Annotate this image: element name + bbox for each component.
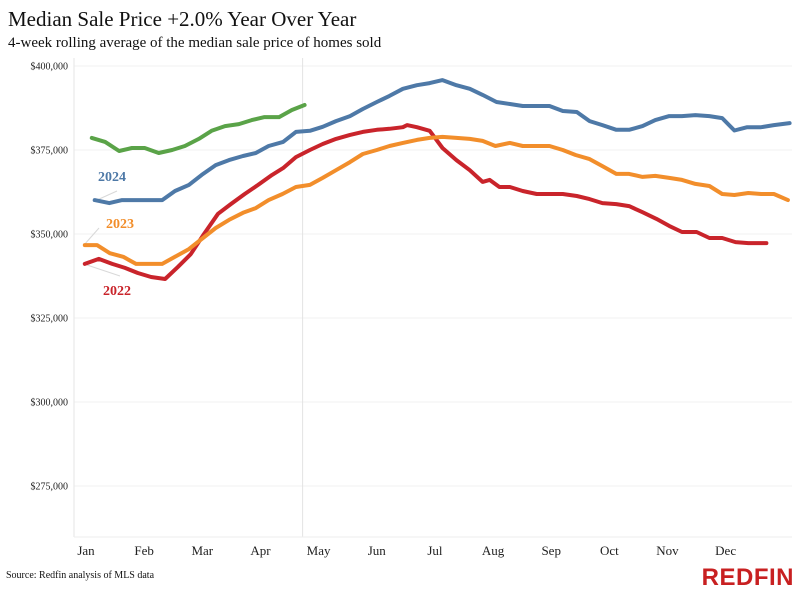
x-tick-label: Jun xyxy=(368,543,387,558)
x-tick-label: Jan xyxy=(77,543,95,558)
series-line-2023 xyxy=(82,134,790,266)
y-tick-label: $400,000 xyxy=(31,62,69,73)
series-label-2023: 2023 xyxy=(106,217,134,232)
x-tick-label: Apr xyxy=(250,543,271,558)
gridlines xyxy=(74,58,792,537)
x-tick-label: Sep xyxy=(541,543,561,558)
series-line-2024 xyxy=(92,78,792,206)
y-tick-label: $275,000 xyxy=(31,482,69,493)
y-tick-label: $300,000 xyxy=(31,398,69,409)
redfin-logo: REDFIN xyxy=(701,564,794,591)
x-tick-label: Nov xyxy=(656,543,679,558)
label-connector-2022 xyxy=(86,264,121,277)
series-label-2024: 2024 xyxy=(98,170,126,185)
label-connector-2023 xyxy=(83,227,100,246)
y-tick-label: $350,000 xyxy=(31,230,69,241)
label-connector-2024 xyxy=(96,190,118,201)
series-label-2022: 2022 xyxy=(103,284,131,299)
series-line-2025 xyxy=(89,103,307,155)
chart-subtitle: 4-week rolling average of the median sal… xyxy=(8,35,382,51)
x-tick-label: Jul xyxy=(427,543,443,558)
series-line-2022 xyxy=(82,123,769,281)
series-labels: 2024 2023 2022 xyxy=(98,170,134,299)
source-note: Source: Redfin analysis of MLS data xyxy=(6,570,155,581)
series-label-connectors xyxy=(83,190,121,277)
y-tick-label: $325,000 xyxy=(31,314,69,325)
y-tick-label: $375,000 xyxy=(31,146,69,157)
x-tick-label: Mar xyxy=(191,543,213,558)
x-tick-label: Feb xyxy=(134,543,154,558)
axes: $275,000 $300,000 $325,000 $350,000 $375,000… xyxy=(31,58,792,558)
series-lines xyxy=(82,78,792,281)
x-tick-label: Oct xyxy=(600,543,619,558)
x-tick-label: May xyxy=(307,543,331,558)
chart-title: Median Sale Price +2.0% Year Over Year xyxy=(8,7,357,31)
x-tick-label: Dec xyxy=(715,543,736,558)
x-tick-label: Aug xyxy=(482,543,505,558)
